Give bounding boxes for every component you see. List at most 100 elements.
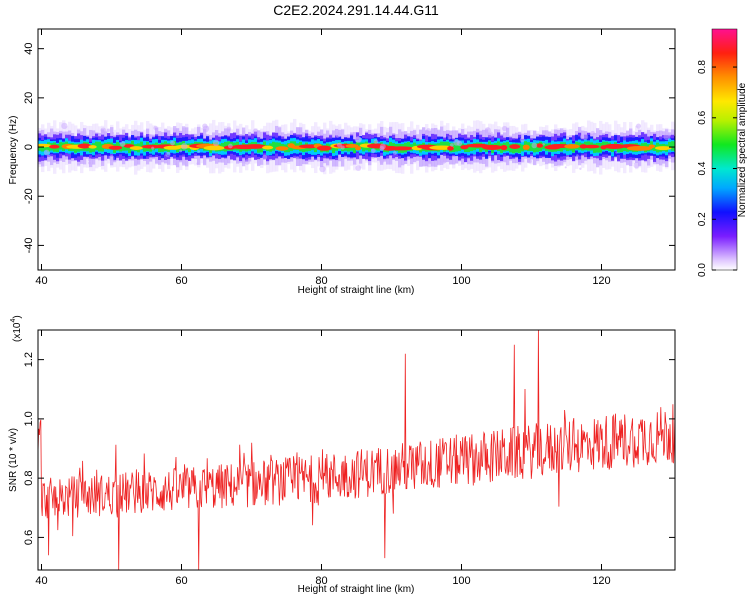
- spectrogram-cell: [671, 141, 675, 151]
- spectrogram-speckle: [196, 162, 199, 165]
- spectrogram-peak: [316, 145, 332, 151]
- spectrogram-speckle: [615, 151, 618, 154]
- snr-xtick-label: 120: [592, 575, 610, 587]
- spectrogram-speckle: [336, 142, 342, 148]
- spectrogram-speckle: [447, 136, 451, 140]
- spectrogram-cell: [521, 144, 525, 152]
- spectrogram-cell: [389, 141, 393, 150]
- spectrogram-cell: [47, 142, 51, 152]
- spectrogram-cell: [143, 144, 147, 152]
- spectrogram-speckle: [542, 142, 545, 146]
- spectrogram-cell: [275, 142, 279, 149]
- spectrogram-speckle: [425, 160, 433, 168]
- spectrogram-speckle: [504, 160, 507, 163]
- colorbar-label: Normalized spectral amplitude: [737, 82, 748, 217]
- snr-multiplier-base: (x10: [12, 322, 23, 342]
- spectrogram-cell: [278, 142, 282, 150]
- spectrogram-cell: [332, 143, 336, 154]
- spectrogram-peak: [447, 146, 454, 151]
- spectrogram-peak: [243, 144, 267, 149]
- spectrogram-peak: [262, 145, 274, 150]
- spectrogram-speckle: [635, 123, 642, 129]
- spectrogram-cell: [287, 143, 291, 153]
- spectrogram-xtick-label: 60: [175, 275, 187, 287]
- spectrogram-speckle: [174, 163, 178, 166]
- spectrogram-peak: [481, 144, 503, 150]
- spectrogram-peak: [355, 146, 362, 151]
- snr-multiplier: (x104): [10, 315, 23, 342]
- snr-xtick-label: 100: [452, 575, 470, 587]
- spectrogram-cell: [455, 142, 459, 152]
- spectrogram-speckle: [311, 134, 315, 137]
- spectrogram-speckle: [61, 122, 68, 130]
- spectrogram-speckle: [212, 139, 220, 147]
- snr-ytick-label: 1.2: [23, 352, 35, 367]
- snr-ytick-label: 0.8: [23, 470, 35, 485]
- snr-panel: 40 60 80 100 120 0.6 0.8 1.0 1.2 Height of strai…: [8, 315, 676, 595]
- figure-title: C2E2.2024.291.14.44.G11: [273, 2, 439, 18]
- spectrogram-cell: [653, 144, 657, 151]
- spectrogram-peak: [654, 146, 672, 151]
- spectrogram-speckle: [226, 126, 232, 132]
- spectrogram-peak: [77, 143, 92, 149]
- spectrogram-peak: [389, 146, 414, 151]
- snr-ytick-label: 0.6: [23, 530, 35, 545]
- spectrogram-ytick-label: 20: [23, 92, 35, 104]
- spectrogram-ytick-label: 0: [23, 144, 35, 150]
- spectrogram-speckle: [170, 140, 175, 146]
- spectrogram-cell: [44, 144, 48, 151]
- spectrogram-speckle: [148, 134, 152, 137]
- spectrogram-cell: [542, 142, 546, 150]
- colorbar-ticks: 0.0 0.2 0.4 0.6 0.8: [697, 60, 737, 277]
- spectrogram-peak: [129, 146, 143, 150]
- spectrogram-speckle: [295, 156, 300, 161]
- spectrogram-speckle: [88, 161, 91, 165]
- spectrogram-xtick-label: 80: [315, 275, 327, 287]
- spectrogram-cell: [668, 141, 672, 150]
- spectrogram-speckle: [119, 141, 126, 147]
- spectrogram-speckle: [519, 137, 525, 143]
- spectrogram-speckle: [527, 158, 532, 164]
- spectrogram-speckle: [340, 145, 345, 150]
- spectrogram-xtick-label: 100: [452, 275, 470, 287]
- snr-multiplier-exp: 4: [10, 319, 17, 323]
- spectrogram-speckle: [456, 140, 463, 147]
- spectrogram-speckle: [579, 167, 582, 170]
- spectrogram-speckle: [46, 154, 51, 159]
- spectrogram-speckle: [450, 143, 454, 147]
- spectrogram-cell: [506, 141, 510, 151]
- spectrogram-cell: [470, 144, 474, 152]
- spectrogram-cell: [95, 141, 99, 151]
- spectrogram-cell: [122, 143, 126, 151]
- spectrogram-speckle: [197, 150, 200, 153]
- spectrogram-xtick-label: 120: [592, 275, 610, 287]
- spectrogram-speckle: [576, 154, 579, 157]
- spectrogram-speckle: [111, 131, 115, 135]
- spectrogram-speckle: [181, 143, 188, 150]
- spectrogram-cell: [530, 143, 534, 151]
- spectrogram-xtick-label: 40: [35, 275, 47, 287]
- spectrogram-peak: [500, 144, 508, 151]
- spectrogram-xlabel: Height of straight line (km): [298, 285, 415, 296]
- spectrogram-cell: [140, 141, 144, 150]
- spectrogram-speckle: [179, 149, 183, 153]
- spectrogram-cell: [458, 143, 462, 151]
- spectrogram-speckle: [426, 128, 431, 134]
- spectrogram-peak: [626, 145, 653, 151]
- spectrogram-speckle: [106, 128, 110, 132]
- svg-text:(x104): (x104): [10, 315, 23, 342]
- spectrogram-peak: [648, 144, 656, 149]
- spectrogram-ytick-label: -40: [23, 237, 35, 253]
- spectrogram-peak: [522, 144, 530, 150]
- spectrogram-cell: [407, 141, 411, 151]
- spectrogram-axes: 40 60 80 100 120 -40 -20 0 20 40: [23, 29, 675, 287]
- spectrogram-speckle: [262, 154, 268, 160]
- spectrogram-peak: [275, 146, 289, 151]
- snr-ylabel: SNR (10 * v/v): [8, 428, 19, 492]
- spectrogram-ylabel: Frequency (Hz): [8, 116, 19, 185]
- spectrogram-peak: [345, 144, 359, 148]
- snr-frame: [37, 329, 676, 571]
- spectrogram-peak: [603, 143, 626, 149]
- spectrogram-speckle: [319, 165, 326, 173]
- spectrogram-speckle: [484, 127, 491, 134]
